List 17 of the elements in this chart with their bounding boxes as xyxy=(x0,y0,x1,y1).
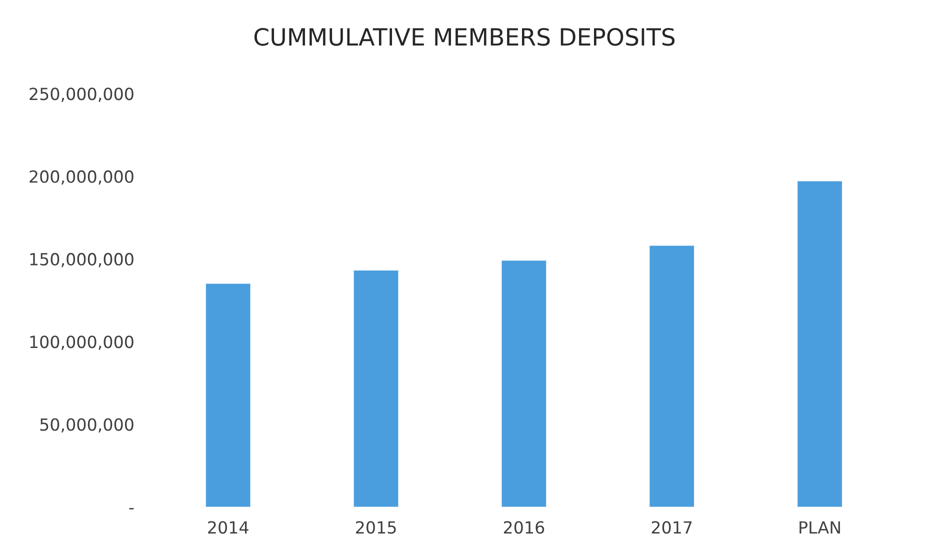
y-tick-label: 200,000,000 xyxy=(30,170,134,185)
bar xyxy=(502,260,546,507)
x-tick-label: 2016 xyxy=(504,521,544,534)
y-tick-label: 100,000,000 xyxy=(30,336,134,350)
x-tick-label: 2014 xyxy=(208,521,248,534)
bar xyxy=(206,284,250,507)
y-tick-label: 250,000,000 xyxy=(30,88,134,102)
y-tick-label: 150,000,000 xyxy=(30,252,134,268)
chart-title: CUMMULATIVE MEMBERS DEPOSITS xyxy=(254,28,675,46)
y-tick-label: 50,000,000 xyxy=(40,418,134,433)
x-tick-label: PLAN xyxy=(800,521,840,534)
bar xyxy=(354,270,398,507)
x-tick-label: 2017 xyxy=(652,521,692,534)
bar xyxy=(650,246,694,507)
x-tick-label: 2015 xyxy=(356,521,396,534)
bar xyxy=(798,181,842,507)
y-tick-label: - xyxy=(129,508,134,510)
